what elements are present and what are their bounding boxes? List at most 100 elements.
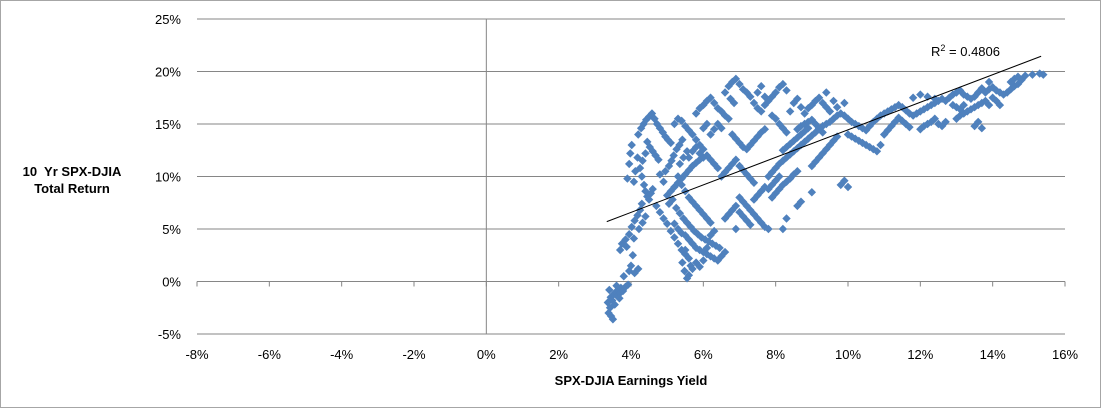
- data-point: [626, 261, 636, 270]
- data-point: [1013, 72, 1023, 81]
- data-point: [677, 116, 686, 126]
- axes: [196, 19, 1066, 334]
- data-point: [948, 100, 958, 110]
- data-point: [984, 77, 994, 87]
- data-point: [800, 137, 809, 147]
- data-point: [699, 210, 708, 219]
- data-point: [702, 96, 712, 106]
- data-point: [775, 172, 784, 181]
- data-point: [688, 197, 697, 206]
- data-point: [782, 177, 791, 186]
- data-point: [818, 128, 827, 137]
- trendline: [606, 55, 1042, 223]
- data-point: [717, 124, 726, 133]
- y-tick-label: 20%: [155, 65, 181, 80]
- data-point: [811, 96, 820, 106]
- data-point: [639, 180, 649, 190]
- data-point: [720, 247, 730, 257]
- data-point: [629, 177, 639, 186]
- data-point: [670, 182, 679, 192]
- data-point: [634, 264, 643, 274]
- data-point: [728, 159, 737, 169]
- data-point: [822, 119, 831, 129]
- data-point: [832, 103, 842, 112]
- data-point: [974, 100, 983, 110]
- data-point: [753, 214, 762, 223]
- data-point: [861, 126, 871, 135]
- data-point: [905, 109, 914, 118]
- data-point: [688, 264, 697, 274]
- data-point: [822, 145, 831, 154]
- data-point: [782, 153, 791, 162]
- data-point: [702, 243, 712, 253]
- y-tick-label: 25%: [155, 12, 181, 27]
- data-point: [679, 153, 688, 162]
- data-point: [691, 258, 701, 267]
- data-point: [621, 235, 630, 244]
- data-point: [651, 151, 660, 160]
- x-tick-label: 6%: [694, 347, 713, 362]
- data-point: [624, 230, 634, 239]
- data-point: [865, 142, 874, 152]
- data-point: [757, 218, 766, 227]
- data-point: [796, 121, 806, 131]
- data-point: [691, 201, 701, 211]
- data-point: [648, 147, 657, 156]
- data-point: [638, 218, 647, 227]
- x-tick-label: 12%: [907, 347, 933, 362]
- data-point: [955, 86, 965, 95]
- data-point: [778, 224, 788, 234]
- data-point: [854, 136, 864, 145]
- x-tick-label: -6%: [258, 347, 282, 362]
- data-point: [645, 142, 655, 152]
- data-point: [807, 188, 817, 197]
- data-point: [836, 180, 845, 190]
- data-point: [731, 224, 741, 234]
- data-point: [916, 125, 925, 134]
- data-point: [876, 111, 885, 120]
- data-point: [807, 115, 817, 124]
- data-point: [984, 100, 994, 110]
- data-point: [959, 100, 968, 110]
- data-point: [637, 172, 647, 181]
- data-point: [879, 130, 889, 139]
- data-point: [686, 261, 695, 270]
- data-point: [851, 134, 860, 143]
- data-point: [959, 109, 968, 118]
- data-point: [673, 172, 683, 181]
- data-point: [666, 226, 675, 236]
- data-point: [713, 104, 722, 113]
- data-point: [646, 189, 656, 198]
- data-point: [825, 117, 835, 127]
- data-point: [677, 180, 686, 190]
- data-point: [672, 145, 681, 154]
- data-point: [800, 109, 809, 118]
- data-point: [843, 182, 853, 192]
- data-point: [606, 311, 616, 321]
- data-point: [691, 142, 701, 152]
- data-point: [702, 250, 712, 259]
- data-point: [974, 88, 983, 97]
- data-point: [688, 147, 697, 156]
- data-point: [610, 300, 619, 309]
- data-point: [757, 82, 766, 91]
- data-points: [603, 69, 1048, 324]
- data-point: [905, 122, 914, 132]
- data-point: [1017, 75, 1026, 85]
- data-point: [678, 258, 687, 267]
- data-point: [731, 155, 741, 164]
- data-point: [628, 251, 638, 260]
- data-point: [782, 128, 791, 137]
- y-tick-label: 10%: [155, 170, 181, 185]
- data-point: [916, 90, 925, 99]
- data-point: [955, 111, 965, 120]
- x-axis-title: SPX-DJIA Earnings Yield: [555, 373, 708, 388]
- data-point: [670, 219, 679, 228]
- data-point: [638, 156, 647, 165]
- data-point: [959, 90, 968, 99]
- data-point: [738, 212, 748, 221]
- data-point: [631, 167, 640, 176]
- data-point: [688, 130, 697, 139]
- data-point: [684, 193, 694, 202]
- data-point: [713, 256, 722, 265]
